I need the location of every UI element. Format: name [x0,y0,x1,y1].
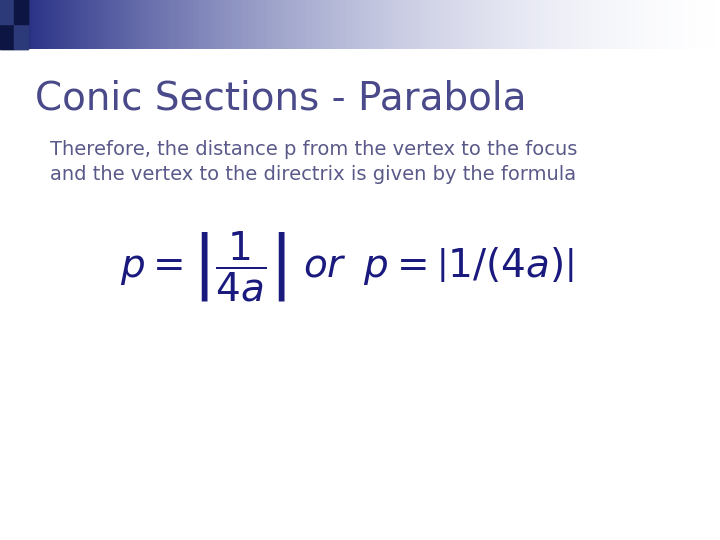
Bar [0,0,14,24]
Bar [14,24,28,49]
Bar [0,24,14,49]
Bar [14,0,28,24]
Text: Conic Sections - Parabola: Conic Sections - Parabola [35,80,526,118]
Bar [0,0,28,49]
Text: Therefore, the distance p from the vertex to the focus: Therefore, the distance p from the verte… [50,140,577,159]
Text: and the vertex to the directrix is given by the formula: and the vertex to the directrix is given… [50,165,576,184]
Text: $p = \left|\dfrac{1}{4a}\right| \; or \;\; p = \left|1/(4a)\right|$: $p = \left|\dfrac{1}{4a}\right| \; or \;… [120,230,574,304]
